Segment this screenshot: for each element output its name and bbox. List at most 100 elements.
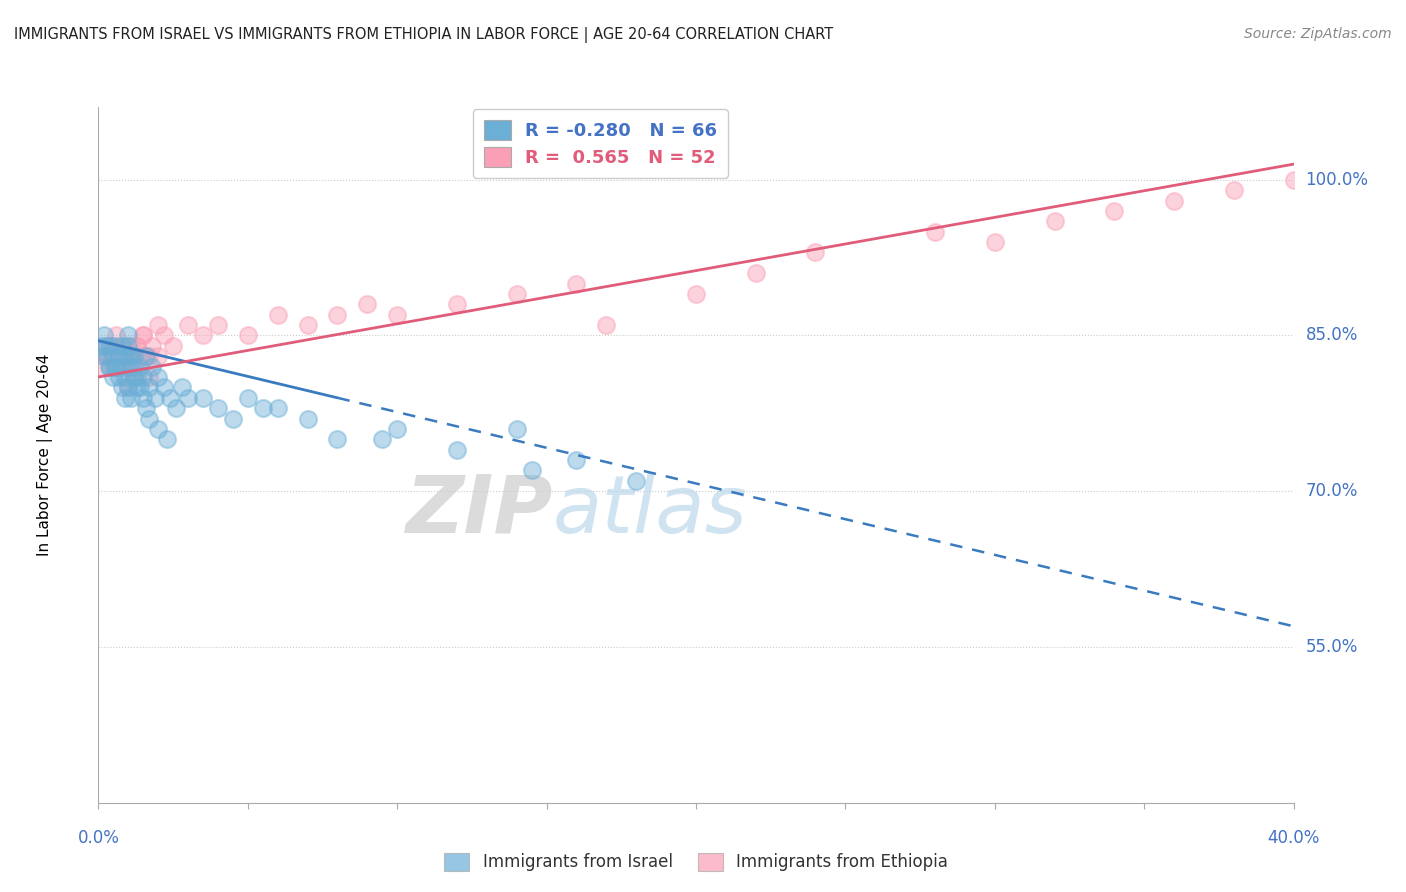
Point [108,370,131,384]
Point [1102,203,1125,218]
Point [117,328,139,343]
Point [127,380,149,394]
Point [111,380,134,394]
Point [135,401,157,416]
Point [112,349,135,363]
Point [96,349,118,363]
Text: ZIP: ZIP [405,472,553,549]
Point [97,359,120,374]
Point [120,359,142,374]
Point [103,339,125,353]
Point [148,370,170,384]
Text: atlas: atlas [553,472,748,549]
Point [105,359,128,374]
Text: 70.0%: 70.0% [1305,483,1358,500]
Text: 40.0%: 40.0% [1267,829,1320,847]
Point [127,370,149,384]
Point [207,318,229,332]
Text: 55.0%: 55.0% [1305,638,1358,656]
Point [148,318,170,332]
Point [162,339,184,353]
Point [506,287,529,301]
Point [1282,172,1305,186]
Point [120,391,142,405]
Point [104,359,127,374]
Point [93,328,115,343]
Point [326,308,349,322]
Point [804,245,827,260]
Text: Source: ZipAtlas.com: Source: ZipAtlas.com [1244,27,1392,41]
Point [117,349,139,363]
Point [132,328,155,343]
Point [103,370,125,384]
Point [114,370,136,384]
Text: 100.0%: 100.0% [1305,170,1368,189]
Point [177,391,200,405]
Point [138,370,160,384]
Point [326,433,349,447]
Point [117,380,139,394]
Point [108,349,131,363]
Point [124,370,146,384]
Point [117,339,139,353]
Point [924,225,946,239]
Point [520,463,543,477]
Point [156,433,179,447]
Point [103,349,125,363]
Point [132,370,155,384]
Point [745,266,768,280]
Point [105,328,128,343]
Point [129,380,152,394]
Point [177,318,200,332]
Point [90,339,112,353]
Point [124,349,146,363]
Point [120,349,142,363]
Point [222,411,245,425]
Point [103,359,125,374]
Text: 0.0%: 0.0% [77,829,120,847]
Point [111,339,134,353]
Point [98,339,122,353]
Point [132,391,155,405]
Point [385,308,409,322]
Point [132,328,155,343]
Point [595,318,617,332]
Point [114,339,136,353]
Point [356,297,378,311]
Point [1222,183,1246,197]
Legend: Immigrants from Israel, Immigrants from Ethiopia: Immigrants from Israel, Immigrants from … [437,846,955,878]
Point [371,433,394,447]
Point [127,339,149,353]
Point [124,370,146,384]
Point [110,359,132,374]
Point [565,277,588,291]
Point [96,339,118,353]
Point [191,391,214,405]
Point [120,339,142,353]
Point [129,359,152,374]
Point [108,349,131,363]
Point [124,359,146,374]
Text: 85.0%: 85.0% [1305,326,1358,344]
Point [1043,214,1066,228]
Point [98,359,122,374]
Point [685,287,707,301]
Point [135,349,157,363]
Point [111,359,134,374]
Point [117,359,139,374]
Point [165,401,187,416]
Point [117,380,139,394]
Point [252,401,274,416]
Point [565,453,588,467]
Text: IMMIGRANTS FROM ISRAEL VS IMMIGRANTS FROM ETHIOPIA IN LABOR FORCE | AGE 20-64 CO: IMMIGRANTS FROM ISRAEL VS IMMIGRANTS FRO… [14,27,834,43]
Point [148,422,170,436]
Point [624,474,647,488]
Point [172,380,194,394]
Point [98,349,122,363]
Point [94,339,117,353]
Point [236,328,259,343]
Point [135,349,157,363]
Point [141,339,163,353]
Point [983,235,1005,249]
Point [297,411,319,425]
